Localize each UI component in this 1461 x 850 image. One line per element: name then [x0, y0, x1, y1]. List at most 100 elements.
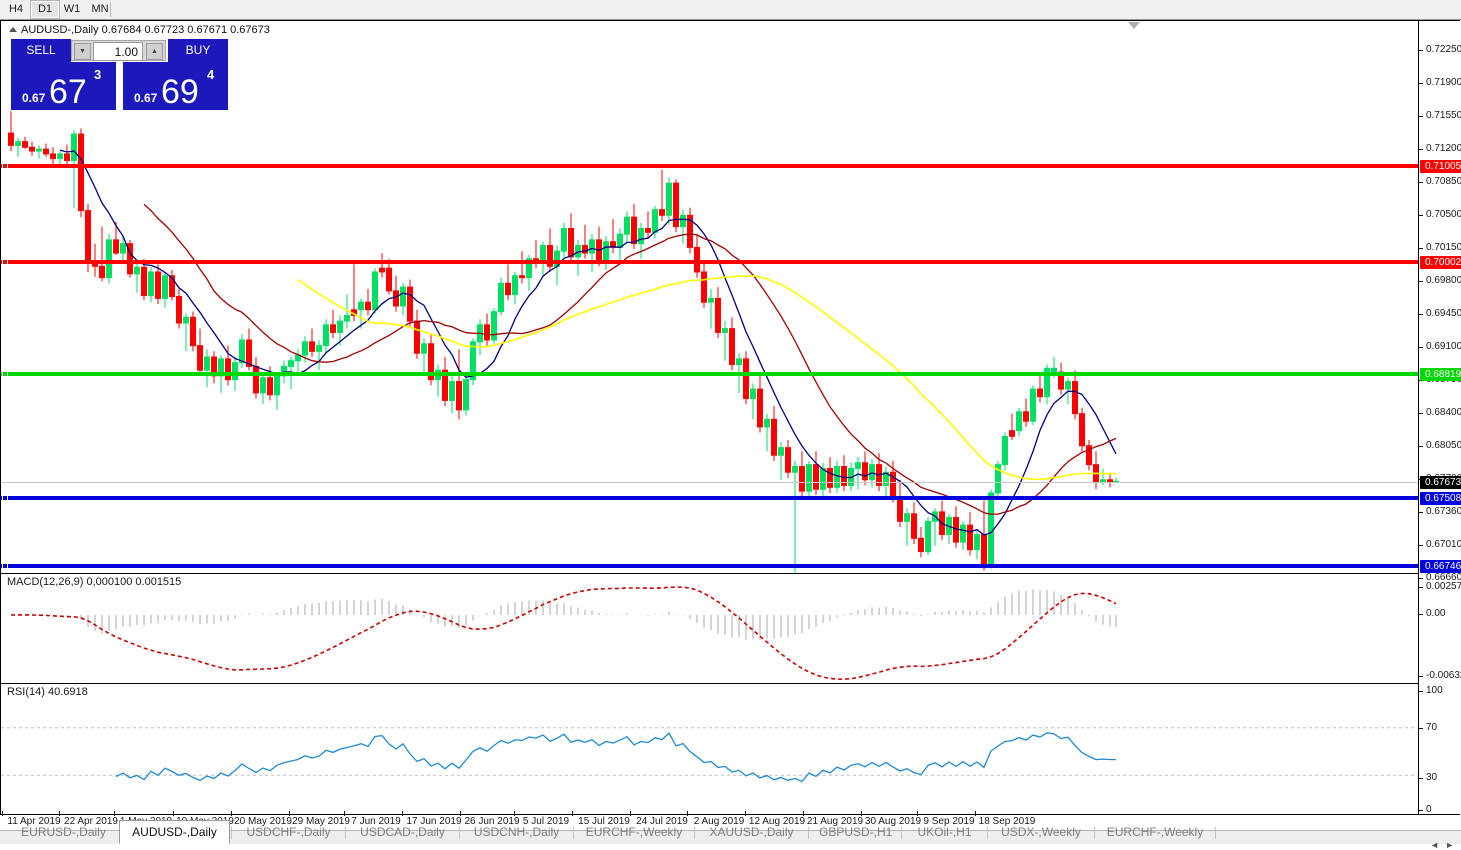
- level-line-support-green[interactable]: [1, 371, 1418, 377]
- rsi-title: RSI(14) 40.6918: [7, 686, 88, 698]
- level-knob[interactable]: [2, 371, 8, 377]
- price-axis-badge[interactable]: 0.67508: [1420, 492, 1461, 505]
- level-knob[interactable]: [2, 259, 8, 265]
- tab-divider: [987, 827, 988, 839]
- chart-tab-7[interactable]: GBPUSD-,H1: [819, 825, 893, 839]
- chart-tab-10[interactable]: EURCHF-,Weekly: [1106, 825, 1204, 839]
- bid-price-button[interactable]: 0.67 67 3: [11, 62, 116, 110]
- price-axis-label: 0.70850: [1426, 176, 1461, 187]
- sell-button[interactable]: SELL: [11, 39, 71, 62]
- axis-tick: [1419, 116, 1423, 117]
- price-axis-badge[interactable]: 0.67673: [1420, 476, 1461, 489]
- timeframe-toolbar: H4 D1 W1 MN: [0, 0, 1461, 20]
- chart-tab-bar: EURUSD-,Daily AUDUSD-,Daily USDCHF-,Daily U…: [0, 820, 1461, 850]
- chart-tab-4[interactable]: USDCNH-,Daily: [473, 825, 560, 839]
- level-knob[interactable]: [2, 495, 8, 501]
- chart-shift-marker-icon[interactable]: [1128, 22, 1140, 29]
- level-knob[interactable]: [2, 163, 8, 169]
- date-tick: [572, 811, 573, 816]
- price-pane[interactable]: AUDUSD-,Daily 0.67684 0.67723 0.67671 0.…: [1, 21, 1418, 573]
- indicator-axis-label: -0.006326: [1426, 670, 1461, 681]
- tabs-scroll-left-icon[interactable]: ◄: [1430, 840, 1439, 850]
- date-axis-label: 22 Apr 2019: [64, 816, 118, 827]
- date-tick: [173, 811, 174, 816]
- collapse-triangle-icon[interactable]: [9, 27, 17, 32]
- date-tick: [460, 811, 461, 816]
- indicator-axis-label: 30: [1426, 772, 1438, 783]
- macd-title: MACD(12,26,9) 0,000100 0.001515: [7, 576, 182, 588]
- chart-tab-3[interactable]: USDCAD-,Daily: [360, 825, 445, 839]
- tab-divider: [1215, 827, 1216, 839]
- volume-input[interactable]: 1.00: [93, 42, 143, 61]
- macd-series: [10, 586, 1117, 681]
- tab-divider: [345, 827, 346, 839]
- rsi-pane[interactable]: RSI(14) 40.6918: [1, 683, 1418, 814]
- level-line-blue-2[interactable]: [1, 563, 1418, 569]
- date-tick: [975, 811, 976, 816]
- axis-tick: [1419, 215, 1423, 216]
- price-scale-axis[interactable]: 0.72250 0.71900 0.71550 0.71200 0.70850 0.705…: [1418, 21, 1461, 815]
- date-axis-label: 7 Jun 2019: [351, 816, 401, 827]
- chart-frame[interactable]: AUDUSD-,Daily 0.67684 0.67723 0.67671 0.…: [0, 20, 1461, 815]
- price-axis-label: 0.71550: [1426, 110, 1461, 121]
- tabs-scroll-right-icon[interactable]: ►: [1445, 840, 1454, 850]
- axis-tick: [1419, 413, 1423, 414]
- indicator-axis-label: 100: [1426, 685, 1443, 696]
- timeframe-h4[interactable]: H4: [8, 3, 24, 15]
- indicator-axis-label: 0: [1426, 804, 1432, 815]
- price-axis-label: 0.71200: [1426, 143, 1461, 154]
- axis-tick: [1419, 614, 1423, 615]
- chart-tab-2[interactable]: USDCHF-,Daily: [246, 825, 331, 839]
- price-axis-badge[interactable]: 0.71005: [1420, 160, 1461, 173]
- date-tick: [803, 811, 804, 816]
- price-axis-label: 0.66660: [1426, 572, 1461, 583]
- chart-tab-8[interactable]: UKOil-,H1: [917, 825, 972, 839]
- date-axis-label: 5 Jul 2019: [522, 816, 570, 827]
- buy-button[interactable]: BUY: [168, 39, 228, 62]
- tab-divider: [573, 827, 574, 839]
- axis-tick: [1419, 691, 1423, 692]
- date-axis-label: 11 Apr 2019: [7, 816, 61, 827]
- price-axis-label: 0.69450: [1426, 308, 1461, 319]
- toolbar-divider: [110, 2, 111, 17]
- timeframe-mn[interactable]: MN: [91, 3, 109, 15]
- tab-divider: [694, 827, 695, 839]
- axis-tick: [1419, 512, 1423, 513]
- rsi-series: [1, 727, 1418, 783]
- date-tick: [59, 811, 60, 816]
- axis-tick: [1419, 676, 1423, 677]
- level-line-resistance-2[interactable]: [1, 259, 1418, 265]
- price-axis-badge[interactable]: 0.70002: [1420, 256, 1461, 269]
- chart-tab-1[interactable]: AUDUSD-,Daily: [119, 820, 230, 844]
- date-tick: [402, 811, 403, 816]
- symbol-ohlc-text: AUDUSD-,Daily 0.67684 0.67723 0.67671 0.…: [21, 24, 270, 36]
- macd-pane[interactable]: MACD(12,26,9) 0,000100 0.001515: [1, 573, 1418, 683]
- timeframe-w1[interactable]: W1: [63, 3, 81, 15]
- volume-decrease-icon[interactable]: ▼: [74, 43, 91, 60]
- level-line-resistance-1[interactable]: [1, 163, 1418, 169]
- chart-tab-0[interactable]: EURUSD-,Daily: [21, 825, 106, 839]
- price-axis-badge[interactable]: 0.68819: [1420, 368, 1461, 381]
- chart-tab-5[interactable]: EURCHF-,Weekly: [585, 825, 683, 839]
- level-knob[interactable]: [2, 563, 8, 569]
- date-tick: [289, 811, 290, 816]
- date-axis-label: 30 Aug 2019: [864, 816, 922, 827]
- trade-panel-controls: SELL ▼ 1.00 ▲ BUY: [11, 39, 228, 62]
- date-axis-label: 17 Jun 2019: [406, 816, 462, 827]
- one-click-trading-panel[interactable]: SELL ▼ 1.00 ▲ BUY 0.67 67 3 0.67 69: [11, 39, 228, 110]
- axis-tick: [1419, 248, 1423, 249]
- ask-price-button[interactable]: 0.67 69 4: [123, 62, 228, 110]
- chart-tab-6[interactable]: XAUUSD-,Daily: [709, 825, 794, 839]
- price-axis-badge[interactable]: 0.66746: [1420, 560, 1461, 573]
- volume-increase-icon[interactable]: ▲: [146, 43, 163, 60]
- date-axis-label: 29 May 2019: [292, 816, 350, 827]
- volume-stepper[interactable]: ▼ 1.00 ▲: [71, 40, 166, 61]
- timeframe-d1[interactable]: D1: [30, 0, 60, 19]
- axis-tick: [1419, 149, 1423, 150]
- date-axis-label: 15 Jul 2019: [578, 816, 630, 827]
- date-axis-label: 21 Aug 2019: [806, 816, 864, 827]
- current-price-gridline: [1, 482, 1418, 483]
- price-axis-label: 0.69800: [1426, 275, 1461, 286]
- chart-tab-9[interactable]: USDX-,Weekly: [1001, 825, 1081, 839]
- level-line-blue-1[interactable]: [1, 495, 1418, 501]
